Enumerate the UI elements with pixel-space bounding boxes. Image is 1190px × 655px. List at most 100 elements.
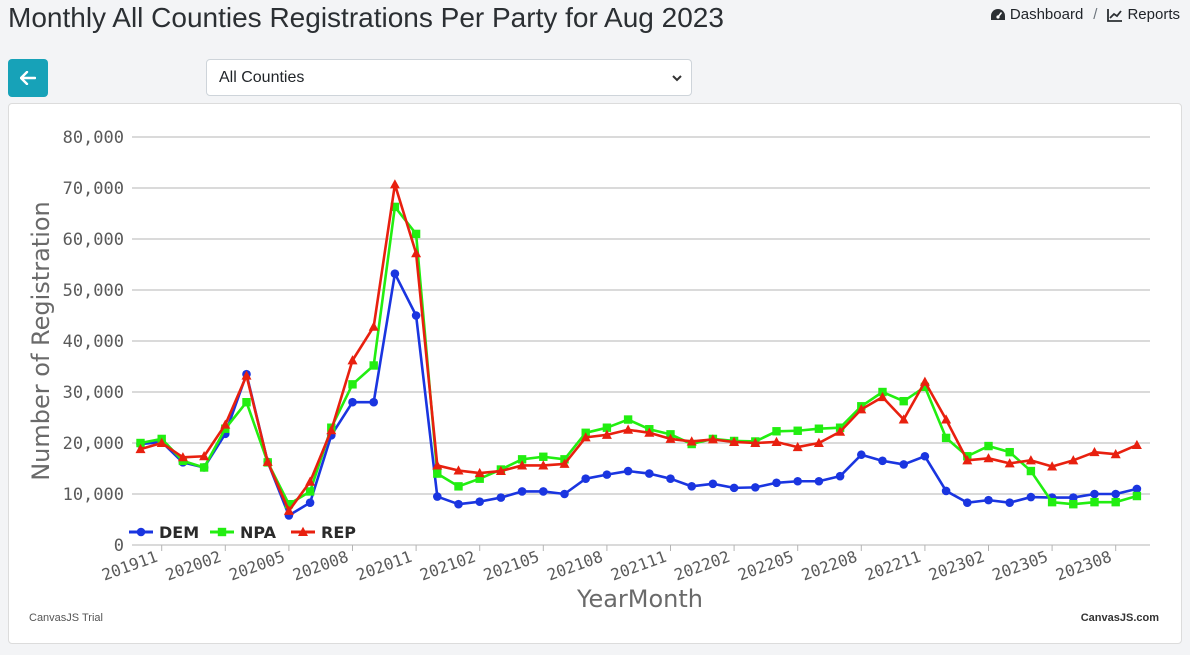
dem-data-point <box>581 474 590 484</box>
y-tick-label: 70,000 <box>63 179 124 199</box>
rep-legend-label: REP <box>321 523 356 542</box>
rep-data-point <box>1131 439 1142 450</box>
dem-data-point <box>772 478 781 488</box>
rep-data-point <box>262 456 273 466</box>
y-tick-label: 60,000 <box>63 230 124 250</box>
rep-data-point <box>474 467 485 478</box>
dem-data-point <box>390 269 400 278</box>
dashboard-gauge-icon <box>990 8 1005 20</box>
npa-data-point <box>475 474 484 483</box>
x-tick-label: 202205 <box>735 547 796 585</box>
rep-data-point <box>389 179 400 189</box>
rep-data-point <box>750 437 761 447</box>
rep-data-point <box>983 453 994 463</box>
npa-data-point <box>623 415 633 424</box>
npa-data-point <box>369 361 378 370</box>
rep-data-point <box>601 429 612 439</box>
dem-data-point <box>751 483 760 492</box>
npa-data-point <box>814 424 824 433</box>
chart-card: 0 10,000 20,000 30,000 40,000 50,000 60,000 70,… <box>8 103 1182 644</box>
rep-data-point <box>771 436 782 446</box>
rep-data-point <box>156 437 167 447</box>
rep-data-point <box>962 455 973 465</box>
reports-link[interactable]: Reports <box>1107 6 1180 23</box>
x-tick-label: 202011 <box>354 547 415 585</box>
npa-data-point <box>1090 497 1099 507</box>
npa-data-point <box>348 380 357 389</box>
npa-legend-marker <box>217 527 227 537</box>
dem-data-point <box>666 474 675 484</box>
npa-data-point <box>305 487 315 496</box>
npa-data-point <box>454 482 463 491</box>
rep-data-point <box>813 437 824 447</box>
county-select[interactable]: All Counties <box>206 59 692 96</box>
x-tick-label: 202102 <box>417 547 478 585</box>
rep-data-point <box>729 436 740 446</box>
npa-data-point <box>920 382 930 392</box>
dem-data-point <box>708 479 718 489</box>
dem-legend-marker <box>136 527 146 537</box>
back-button[interactable] <box>8 59 48 97</box>
dem-data-point <box>602 470 612 479</box>
rep-data-point <box>1004 458 1015 468</box>
dem-data-point <box>411 311 421 320</box>
dem-series-line <box>140 272 1138 517</box>
x-tick-label: 202211 <box>862 547 923 585</box>
y-tick-label: 10,000 <box>63 485 124 505</box>
dem-data-point <box>687 482 696 491</box>
dem-data-point <box>835 471 845 481</box>
rep-data-point <box>919 376 930 386</box>
rep-data-point <box>411 248 422 258</box>
x-tick-label: 202105 <box>481 547 542 585</box>
rep-series-line <box>140 183 1138 513</box>
credit-trial: CanvasJS Trial <box>29 612 103 624</box>
npa-data-point <box>1026 466 1036 476</box>
rep-data-point <box>453 465 464 475</box>
rep-data-point <box>835 426 846 436</box>
dem-data-point <box>305 498 315 507</box>
dashboard-label: Dashboard <box>1009 6 1084 23</box>
x-tick-label: 202111 <box>608 547 669 585</box>
dem-data-point <box>814 476 824 486</box>
dem-data-point <box>623 466 633 476</box>
dem-data-point <box>560 489 569 499</box>
rep-data-point <box>495 465 506 476</box>
dem-data-point <box>496 493 506 502</box>
rep-data-point <box>1047 461 1058 471</box>
credit-link[interactable]: CanvasJS.com <box>1080 612 1159 624</box>
rep-data-point <box>432 460 443 470</box>
y-tick-label: 40,000 <box>63 332 124 352</box>
rep-data-point <box>792 441 803 452</box>
dem-data-point <box>984 495 993 505</box>
npa-data-point <box>136 438 145 448</box>
dem-data-point <box>348 397 357 407</box>
dem-data-point <box>1132 484 1142 494</box>
dem-data-point <box>1026 492 1036 502</box>
npa-data-point <box>1047 497 1057 507</box>
rep-data-point <box>707 434 718 444</box>
x-tick-label: 201911 <box>99 547 160 585</box>
npa-data-point <box>1132 491 1142 501</box>
dem-data-point <box>517 487 527 496</box>
rep-data-point <box>665 433 676 443</box>
dem-data-point <box>963 498 972 507</box>
rep-data-point <box>199 451 210 461</box>
y-tick-label: 20,000 <box>63 434 124 454</box>
x-tick-label: 202305 <box>990 547 1051 585</box>
rep-data-point <box>220 419 231 429</box>
dem-legend-label: DEM <box>159 523 199 542</box>
nav-separator: / <box>1093 6 1098 23</box>
dem-data-point <box>433 492 442 501</box>
dashboard-link[interactable]: Dashboard <box>990 6 1083 23</box>
dem-data-point <box>941 486 951 496</box>
npa-data-point <box>984 441 993 451</box>
registration-line-chart: 0 10,000 20,000 30,000 40,000 50,000 60,000 70,… <box>27 128 1150 613</box>
npa-data-point <box>411 229 421 239</box>
npa-data-point <box>602 423 612 432</box>
rep-data-point <box>177 452 188 462</box>
x-axis-title: YearMonth <box>576 585 703 613</box>
npa-data-point <box>433 469 442 478</box>
rep-data-point <box>559 458 570 468</box>
npa-data-point <box>539 452 548 461</box>
dem-data-point <box>454 499 463 509</box>
